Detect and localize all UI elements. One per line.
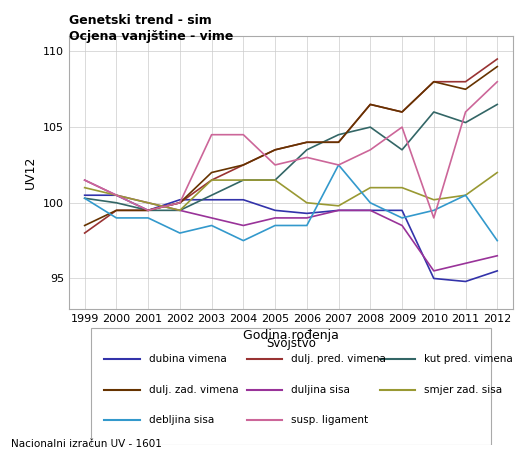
X-axis label: Godina rođenja: Godina rođenja xyxy=(243,329,339,342)
Text: Genetski trend - sim: Genetski trend - sim xyxy=(69,14,212,27)
Text: smjer zad. sisa: smjer zad. sisa xyxy=(424,385,503,395)
Text: Svojstvo: Svojstvo xyxy=(266,337,316,350)
Text: dubina vimena: dubina vimena xyxy=(149,354,226,364)
Text: dulj. zad. vimena: dulj. zad. vimena xyxy=(149,385,239,395)
Text: susp. ligament: susp. ligament xyxy=(291,415,368,425)
Text: kut pred. vimena: kut pred. vimena xyxy=(424,354,513,364)
Text: Nacionalni izračun UV - 1601: Nacionalni izračun UV - 1601 xyxy=(11,439,161,449)
Text: Ocjena vanjštine - vime: Ocjena vanjštine - vime xyxy=(69,30,233,43)
Text: debljina sisa: debljina sisa xyxy=(149,415,214,425)
Text: duljina sisa: duljina sisa xyxy=(291,385,350,395)
Text: dulj. pred. vimena: dulj. pred. vimena xyxy=(291,354,386,364)
Y-axis label: UV12: UV12 xyxy=(24,156,38,189)
